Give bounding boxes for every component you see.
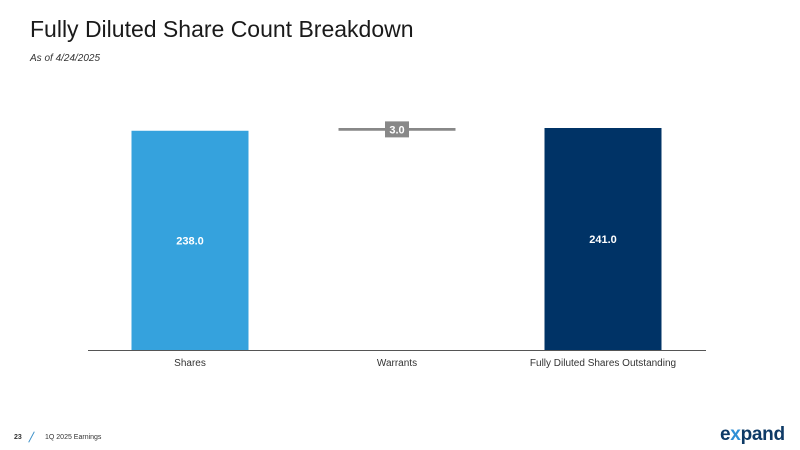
- logo-text-pand: pand: [740, 424, 785, 445]
- bar-fully-diluted: [544, 128, 662, 350]
- page-number: 23: [14, 434, 22, 441]
- page-subtitle: As of 4/24/2025: [30, 53, 101, 64]
- bar-shares: [131, 130, 249, 350]
- category-label-warrants: Warrants: [377, 358, 417, 369]
- page-title: Fully Diluted Share Count Breakdown: [30, 16, 414, 42]
- data-label-warrants: 3.0: [389, 124, 404, 136]
- data-label-warrants-box: [385, 121, 409, 138]
- data-label-shares: 238.0: [176, 235, 204, 247]
- category-label-shares: Shares: [174, 358, 206, 369]
- company-logo: expand: [720, 424, 785, 446]
- category-label-fully-diluted: Fully Diluted Shares Outstanding: [530, 358, 676, 369]
- data-label-fully-diluted: 241.0: [589, 234, 617, 246]
- logo-text-e: e: [720, 424, 731, 445]
- logo-text-x: x: [730, 424, 741, 445]
- footer-label: 1Q 2025 Earnings: [45, 434, 102, 441]
